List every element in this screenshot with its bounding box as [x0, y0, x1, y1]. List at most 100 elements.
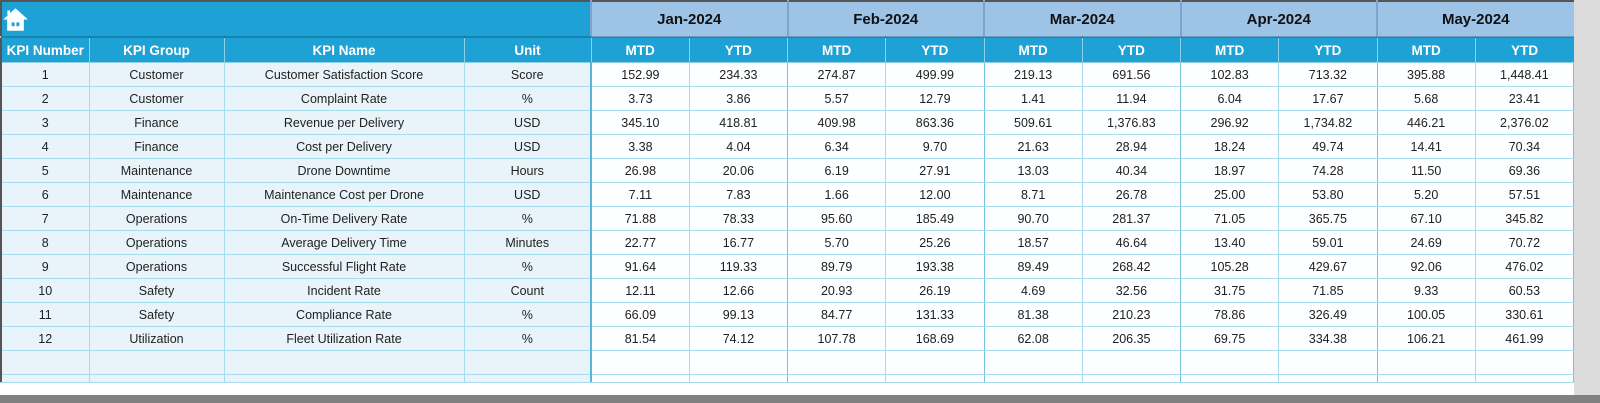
value-cell[interactable]: 1,734.82: [1278, 110, 1378, 135]
unit-cell[interactable]: %: [464, 326, 592, 351]
empty-cell[interactable]: [885, 350, 985, 375]
value-cell[interactable]: 13.03: [984, 158, 1083, 183]
value-cell[interactable]: 409.98: [787, 110, 887, 135]
value-cell[interactable]: 100.05: [1377, 302, 1476, 327]
value-cell[interactable]: 296.92: [1180, 110, 1280, 135]
kpi-group-cell[interactable]: Operations: [89, 254, 225, 279]
value-cell[interactable]: 274.87: [787, 62, 887, 87]
unit-cell[interactable]: Minutes: [464, 230, 592, 255]
value-cell[interactable]: 70.34: [1475, 134, 1575, 159]
value-cell[interactable]: 168.69: [885, 326, 985, 351]
value-cell[interactable]: 81.38: [984, 302, 1083, 327]
unit-cell[interactable]: %: [464, 254, 592, 279]
value-cell[interactable]: 281.37: [1082, 206, 1182, 231]
value-cell[interactable]: 20.93: [787, 278, 887, 303]
kpi-number-cell[interactable]: 2: [1, 86, 90, 111]
value-cell[interactable]: 53.80: [1278, 182, 1378, 207]
unit-cell[interactable]: USD: [464, 182, 592, 207]
value-cell[interactable]: 18.57: [984, 230, 1083, 255]
value-cell[interactable]: 17.67: [1278, 86, 1378, 111]
value-cell[interactable]: 14.41: [1377, 134, 1476, 159]
value-cell[interactable]: 5.20: [1377, 182, 1476, 207]
value-cell[interactable]: 90.70: [984, 206, 1083, 231]
kpi-number-cell[interactable]: 5: [1, 158, 90, 183]
value-cell[interactable]: 13.40: [1180, 230, 1280, 255]
value-cell[interactable]: 74.28: [1278, 158, 1378, 183]
value-cell[interactable]: 5.57: [787, 86, 887, 111]
value-cell[interactable]: 476.02: [1475, 254, 1575, 279]
value-cell[interactable]: 11.94: [1082, 86, 1182, 111]
value-cell[interactable]: 71.88: [591, 206, 690, 231]
value-cell[interactable]: 22.77: [591, 230, 690, 255]
value-cell[interactable]: 345.82: [1475, 206, 1575, 231]
value-cell[interactable]: 3.86: [689, 86, 789, 111]
value-cell[interactable]: 1,448.41: [1475, 62, 1575, 87]
empty-cell[interactable]: [1, 350, 90, 375]
value-cell[interactable]: 24.69: [1377, 230, 1476, 255]
value-cell[interactable]: 91.64: [591, 254, 690, 279]
value-cell[interactable]: 57.51: [1475, 182, 1575, 207]
value-cell[interactable]: 89.79: [787, 254, 887, 279]
kpi-name-cell[interactable]: Revenue per Delivery: [224, 110, 465, 135]
empty-cell[interactable]: [464, 350, 592, 375]
value-cell[interactable]: 8.71: [984, 182, 1083, 207]
kpi-name-cell[interactable]: Maintenance Cost per Drone: [224, 182, 465, 207]
value-cell[interactable]: 40.34: [1082, 158, 1182, 183]
value-cell[interactable]: 70.72: [1475, 230, 1575, 255]
value-cell[interactable]: 12.00: [885, 182, 985, 207]
value-cell[interactable]: 28.94: [1082, 134, 1182, 159]
kpi-group-cell[interactable]: Operations: [89, 206, 225, 231]
value-cell[interactable]: 152.99: [591, 62, 690, 87]
value-cell[interactable]: 330.61: [1475, 302, 1575, 327]
value-cell[interactable]: 219.13: [984, 62, 1083, 87]
value-cell[interactable]: 102.83: [1180, 62, 1280, 87]
value-cell[interactable]: 95.60: [787, 206, 887, 231]
kpi-name-cell[interactable]: Compliance Rate: [224, 302, 465, 327]
value-cell[interactable]: 78.86: [1180, 302, 1280, 327]
value-cell[interactable]: 62.08: [984, 326, 1083, 351]
value-cell[interactable]: 1.66: [787, 182, 887, 207]
kpi-name-cell[interactable]: Successful Flight Rate: [224, 254, 465, 279]
value-cell[interactable]: 6.04: [1180, 86, 1280, 111]
value-cell[interactable]: 4.04: [689, 134, 789, 159]
value-cell[interactable]: 99.13: [689, 302, 789, 327]
value-cell[interactable]: 26.19: [885, 278, 985, 303]
value-cell[interactable]: 23.41: [1475, 86, 1575, 111]
value-cell[interactable]: 6.34: [787, 134, 887, 159]
value-cell[interactable]: 69.75: [1180, 326, 1280, 351]
value-cell[interactable]: 9.33: [1377, 278, 1476, 303]
value-cell[interactable]: 20.06: [689, 158, 789, 183]
kpi-group-cell[interactable]: Safety: [89, 278, 225, 303]
empty-cell[interactable]: [984, 350, 1083, 375]
kpi-number-cell[interactable]: 8: [1, 230, 90, 255]
value-cell[interactable]: 12.79: [885, 86, 985, 111]
value-cell[interactable]: 345.10: [591, 110, 690, 135]
kpi-group-cell[interactable]: Safety: [89, 302, 225, 327]
unit-cell[interactable]: Score: [464, 62, 592, 87]
value-cell[interactable]: 11.50: [1377, 158, 1476, 183]
value-cell[interactable]: 81.54: [591, 326, 690, 351]
empty-cell[interactable]: [591, 350, 690, 375]
value-cell[interactable]: 446.21: [1377, 110, 1476, 135]
value-cell[interactable]: 206.35: [1082, 326, 1182, 351]
value-cell[interactable]: 106.21: [1377, 326, 1476, 351]
value-cell[interactable]: 67.10: [1377, 206, 1476, 231]
value-cell[interactable]: 7.83: [689, 182, 789, 207]
value-cell[interactable]: 12.66: [689, 278, 789, 303]
kpi-number-cell[interactable]: 12: [1, 326, 90, 351]
value-cell[interactable]: 461.99: [1475, 326, 1575, 351]
value-cell[interactable]: 105.28: [1180, 254, 1280, 279]
value-cell[interactable]: 26.98: [591, 158, 690, 183]
value-cell[interactable]: 4.69: [984, 278, 1083, 303]
kpi-group-cell[interactable]: Utilization: [89, 326, 225, 351]
value-cell[interactable]: 84.77: [787, 302, 887, 327]
kpi-group-cell[interactable]: Finance: [89, 110, 225, 135]
value-cell[interactable]: 12.11: [591, 278, 690, 303]
value-cell[interactable]: 509.61: [984, 110, 1083, 135]
value-cell[interactable]: 107.78: [787, 326, 887, 351]
value-cell[interactable]: 499.99: [885, 62, 985, 87]
value-cell[interactable]: 185.49: [885, 206, 985, 231]
home-icon[interactable]: [2, 7, 29, 32]
value-cell[interactable]: 210.23: [1082, 302, 1182, 327]
kpi-group-cell[interactable]: Maintenance: [89, 158, 225, 183]
